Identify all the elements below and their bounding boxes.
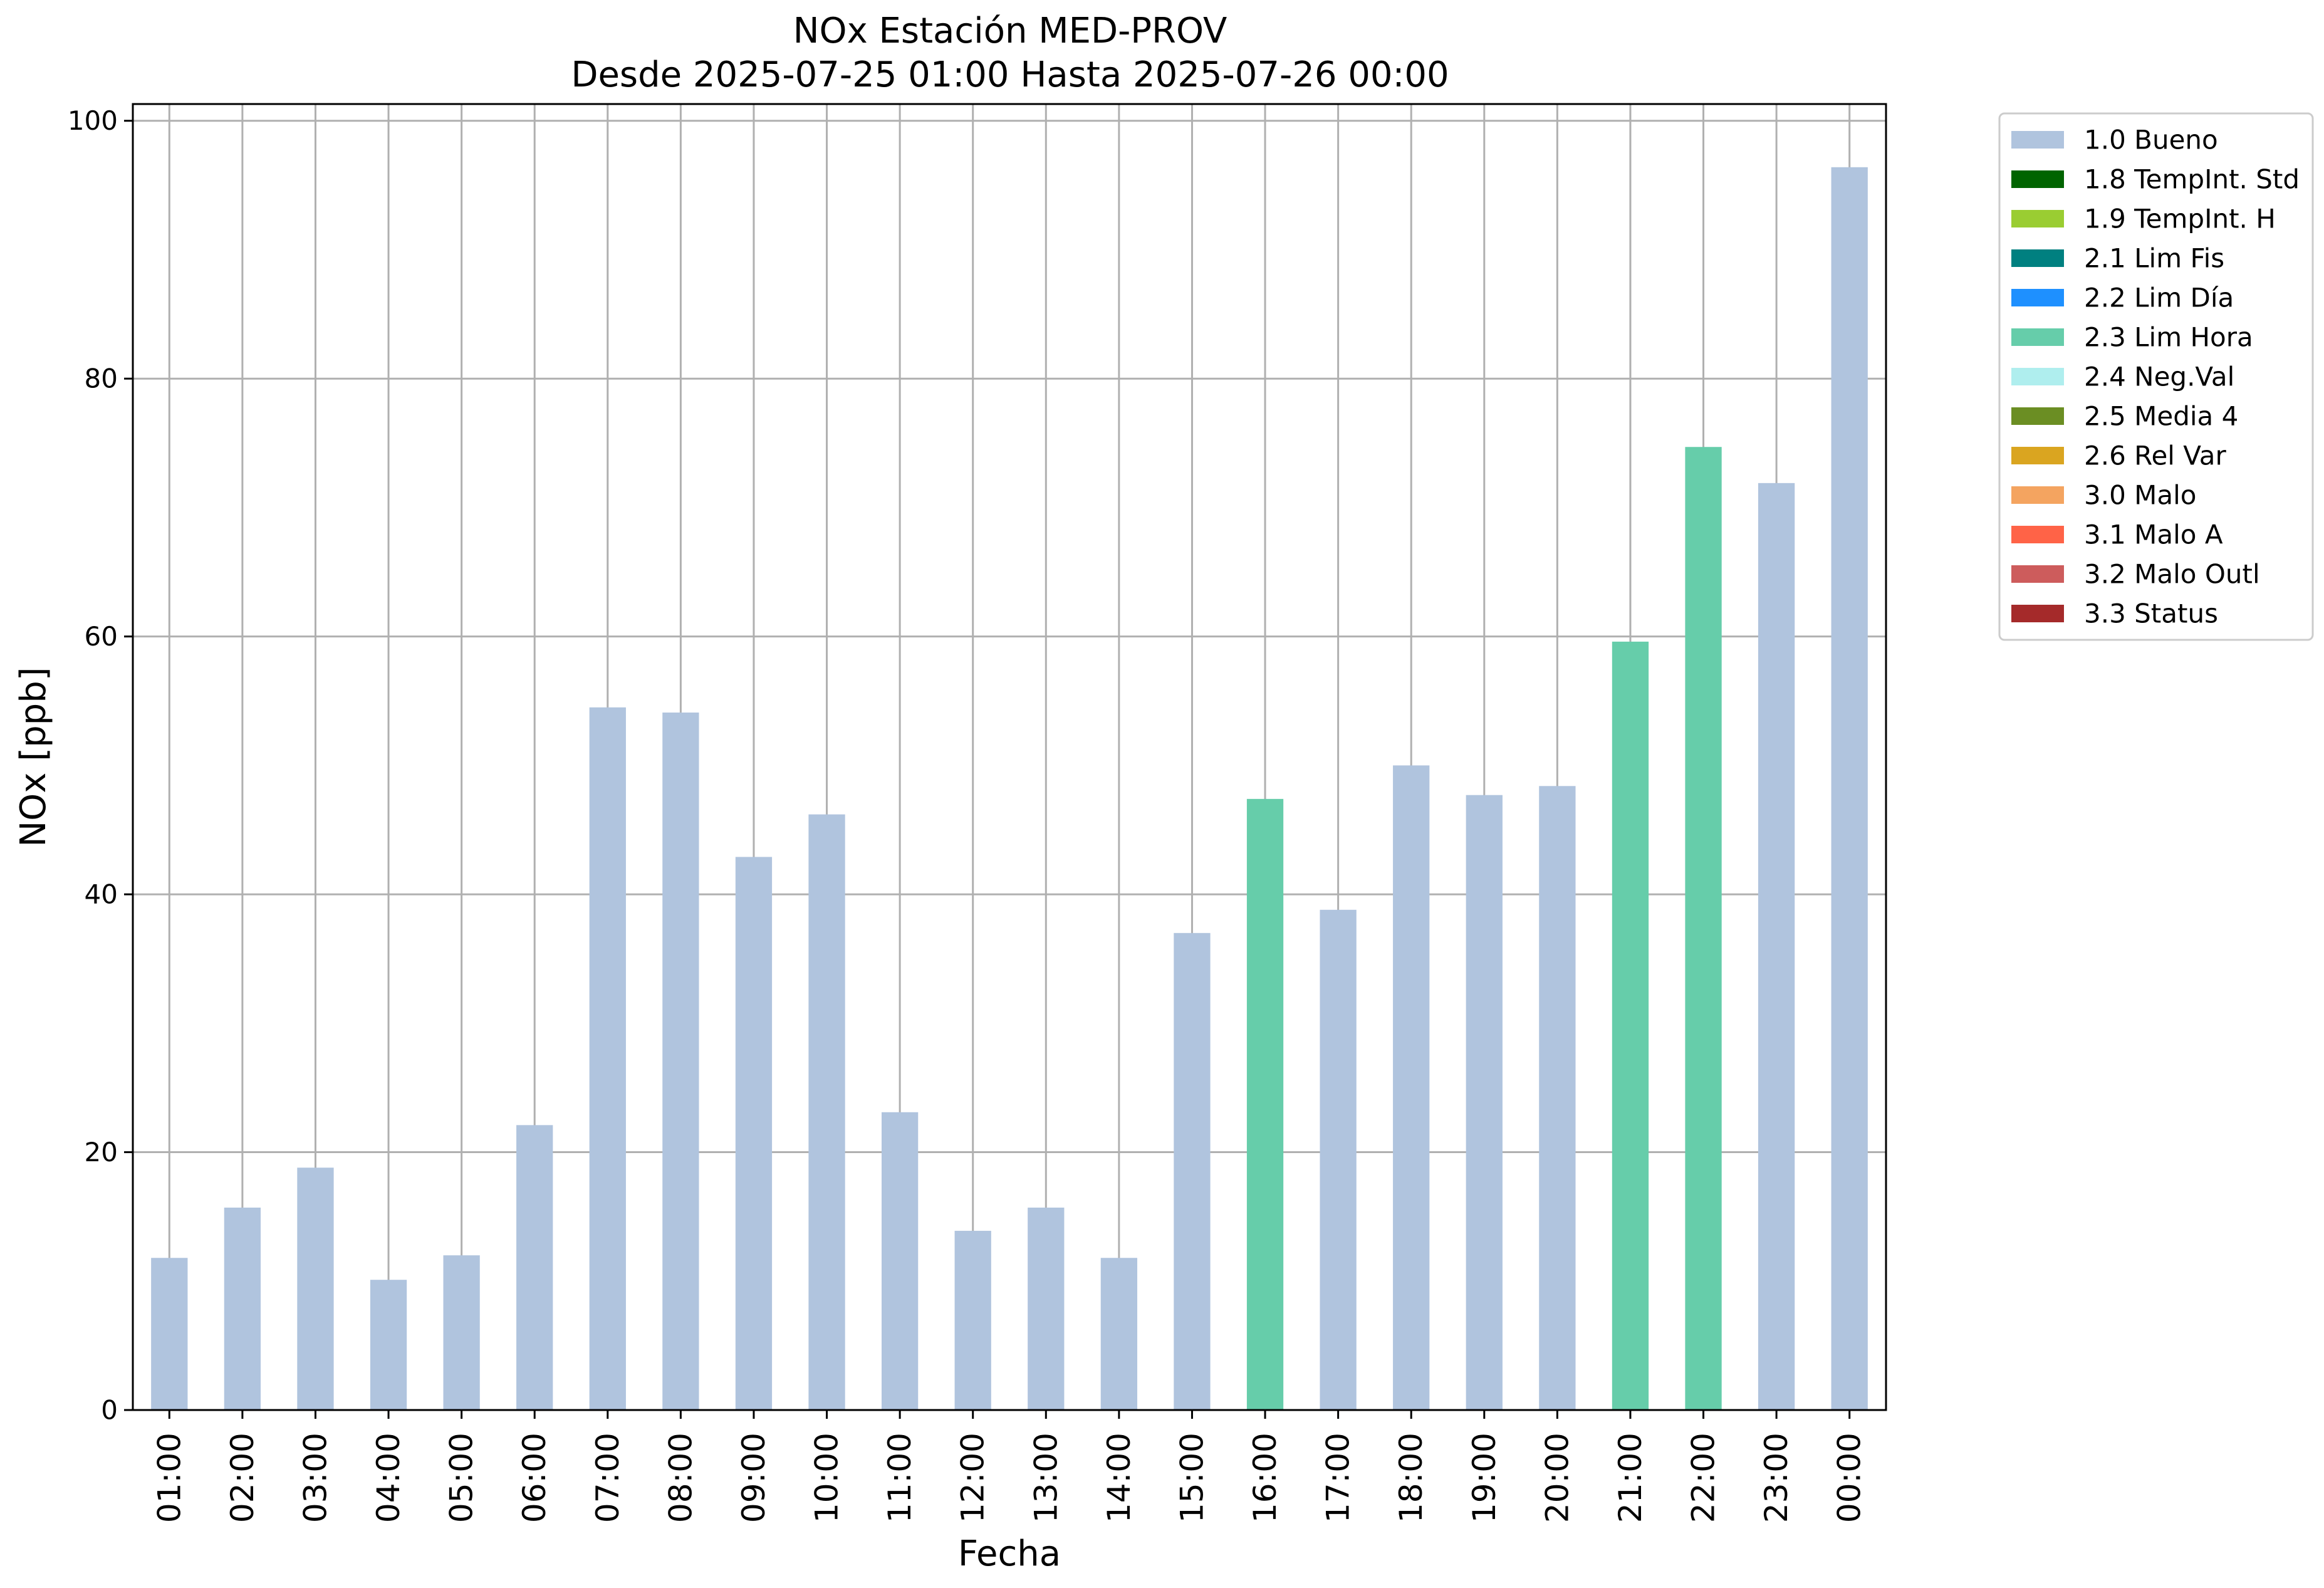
- x-tick-label: 13:00: [1028, 1433, 1064, 1523]
- y-tick-label: 40: [85, 879, 118, 910]
- x-tick-label: 08:00: [662, 1433, 699, 1523]
- legend-swatch: [2011, 170, 2064, 188]
- bar-06:00: [516, 1125, 553, 1410]
- legend-swatch: [2011, 447, 2064, 464]
- bar-02:00: [224, 1208, 261, 1410]
- y-tick-label: 60: [85, 621, 118, 652]
- legend-swatch: [2011, 249, 2064, 267]
- legend-label: 2.2 Lim Día: [2084, 283, 2234, 313]
- bar-17:00: [1320, 909, 1357, 1410]
- bar-07:00: [589, 707, 626, 1410]
- x-tick-label: 06:00: [516, 1433, 553, 1523]
- bar-05:00: [443, 1255, 480, 1410]
- bar-08:00: [662, 713, 699, 1410]
- bar-18:00: [1393, 765, 1430, 1410]
- chart-subtitle: Desde 2025-07-25 01:00 Hasta 2025-07-26 …: [571, 55, 1449, 95]
- x-axis-label: Fecha: [958, 1533, 1061, 1574]
- bar-09:00: [735, 857, 773, 1410]
- bar-23:00: [1758, 483, 1795, 1410]
- y-axis-ticks: 0 20 40 60 80 100: [68, 105, 133, 1426]
- y-axis-label: NOx [ppb]: [13, 667, 54, 847]
- legend-swatch: [2011, 328, 2064, 346]
- legend-swatch: [2011, 131, 2064, 149]
- bar-03:00: [297, 1167, 334, 1410]
- x-tick-label: 03:00: [297, 1433, 333, 1523]
- y-tick-label: 20: [85, 1137, 118, 1167]
- bar-00:00: [1831, 167, 1868, 1410]
- x-tick-label: 01:00: [151, 1433, 187, 1523]
- x-tick-label: 18:00: [1393, 1433, 1429, 1523]
- legend-label: 2.6 Rel Var: [2084, 441, 2227, 471]
- legend-label: 2.5 Media 4: [2084, 401, 2238, 432]
- legend-swatch: [2011, 565, 2064, 583]
- legend-label: 1.9 TempInt. H: [2084, 204, 2276, 234]
- bar-21:00: [1612, 641, 1649, 1410]
- legend-label: 3.2 Malo Outl: [2084, 559, 2260, 590]
- x-tick-label: 16:00: [1247, 1433, 1283, 1523]
- x-tick-label: 14:00: [1101, 1433, 1137, 1523]
- x-tick-label: 12:00: [955, 1433, 991, 1523]
- legend-swatch: [2011, 368, 2064, 385]
- x-tick-label: 23:00: [1758, 1433, 1795, 1523]
- x-tick-label: 02:00: [224, 1433, 261, 1523]
- bar-19:00: [1466, 795, 1503, 1410]
- x-tick-label: 11:00: [882, 1433, 918, 1523]
- bar-01:00: [151, 1258, 188, 1410]
- legend-label: 3.1 Malo A: [2084, 520, 2223, 550]
- x-tick-label: 20:00: [1539, 1433, 1575, 1523]
- x-tick-label: 15:00: [1174, 1433, 1210, 1523]
- chart-title: NOx Estación MED-PROV: [793, 11, 1227, 51]
- legend-swatch: [2011, 210, 2064, 227]
- bar-22:00: [1685, 447, 1722, 1410]
- plot-frame: [132, 103, 1887, 1411]
- legend-label: 1.0 Bueno: [2084, 125, 2218, 155]
- bar-12:00: [954, 1231, 991, 1410]
- legend-label: 1.8 TempInt. Std: [2084, 164, 2300, 195]
- y-tick-label: 0: [101, 1395, 118, 1426]
- legend-swatch: [2011, 486, 2064, 504]
- x-tick-label: 09:00: [736, 1433, 772, 1523]
- x-tick-label: 04:00: [370, 1433, 407, 1523]
- legend-label: 3.3 Status: [2084, 598, 2218, 629]
- legend-swatch: [2011, 289, 2064, 306]
- bar-10:00: [808, 814, 845, 1410]
- bar-20:00: [1539, 786, 1576, 1410]
- x-axis-ticks: 01:00 02:00 03:00 04:00 05:00 06:00 07:00 08:00…: [151, 1410, 1868, 1523]
- legend-label: 3.0 Malo: [2084, 480, 2196, 511]
- x-tick-label: 10:00: [809, 1433, 845, 1523]
- legend-frame: [1998, 112, 2314, 641]
- legend-swatch: [2011, 605, 2064, 622]
- bar-14:00: [1100, 1258, 1138, 1410]
- y-tick-label: 80: [85, 363, 118, 394]
- bars: [151, 167, 1868, 1410]
- x-tick-label: 22:00: [1686, 1433, 1722, 1523]
- x-tick-label: 17:00: [1320, 1433, 1357, 1523]
- bar-11:00: [881, 1112, 919, 1410]
- bar-16:00: [1246, 798, 1284, 1410]
- x-tick-label: 00:00: [1832, 1433, 1868, 1523]
- legend-label: 2.4 Neg.Val: [2084, 362, 2234, 392]
- legend-swatch: [2011, 526, 2064, 543]
- x-tick-label: 05:00: [444, 1433, 480, 1523]
- legend-label: 2.3 Lim Hora: [2084, 322, 2253, 353]
- bar-04:00: [370, 1280, 407, 1410]
- legend: 1.0 Bueno 1.8 TempInt. Std 1.9 TempInt. H 2…: [1998, 112, 2314, 641]
- x-tick-label: 07:00: [590, 1433, 626, 1523]
- y-tick-label: 100: [68, 105, 118, 136]
- x-tick-label: 21:00: [1612, 1433, 1649, 1523]
- x-tick-label: 19:00: [1466, 1433, 1503, 1523]
- bar-15:00: [1174, 932, 1211, 1410]
- legend-label: 2.1 Lim Fis: [2084, 243, 2224, 274]
- legend-swatch: [2011, 407, 2064, 425]
- bar-13:00: [1028, 1208, 1065, 1410]
